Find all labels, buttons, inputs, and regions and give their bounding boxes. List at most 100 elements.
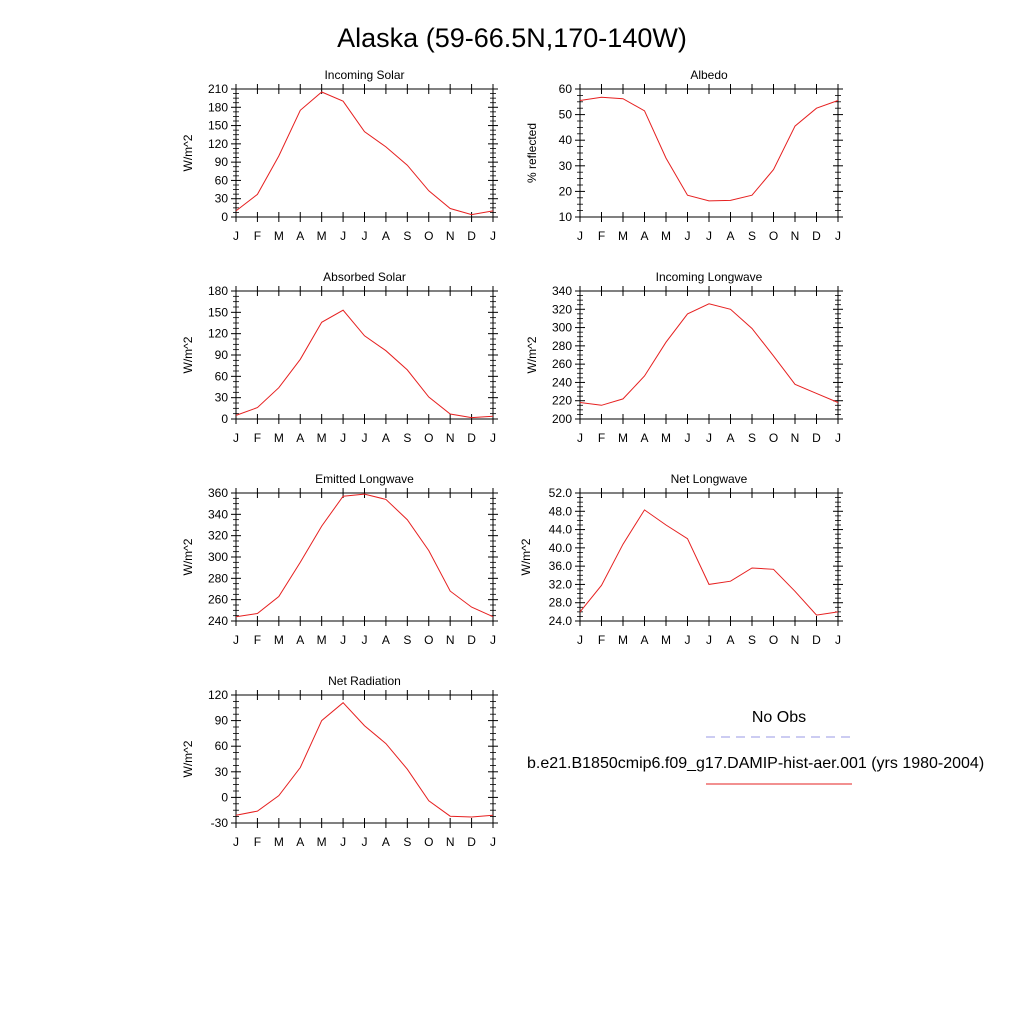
panel-title-incoming-longwave: Incoming Longwave: [656, 270, 763, 284]
x-tick-label-net-radiation: J: [490, 835, 496, 849]
y-axis-label-net-radiation: W/m^2: [181, 740, 195, 777]
y-tick-label-incoming-longwave: 200: [552, 412, 572, 426]
x-tick-label-net-longwave: J: [577, 633, 583, 647]
panel-title-absorbed-solar: Absorbed Solar: [323, 270, 406, 284]
y-tick-label-incoming-solar: 180: [208, 100, 228, 114]
y-tick-label-albedo: 50: [559, 108, 573, 122]
panel-frame-albedo: [579, 88, 839, 218]
x-tick-label-albedo: A: [640, 229, 648, 243]
y-tick-label-absorbed-solar: 90: [215, 348, 229, 362]
panel-emitted-longwave: Emitted Longwave W/m^2 240 260 280 300 320 340 3…: [181, 472, 498, 647]
x-tick-label-net-radiation: O: [424, 835, 433, 849]
x-tick-label-net-longwave: J: [835, 633, 841, 647]
y-tick-label-incoming-solar: 120: [208, 137, 228, 151]
x-tick-label-albedo: S: [748, 229, 756, 243]
series-line-emitted-longwave: [235, 493, 494, 618]
y-tick-label-albedo: 60: [559, 82, 573, 96]
x-tick-label-incoming-solar: D: [467, 229, 476, 243]
y-axis-label-absorbed-solar: W/m^2: [181, 336, 195, 373]
x-tick-label-net-radiation: J: [340, 835, 346, 849]
x-tick-label-incoming-solar: S: [403, 229, 411, 243]
x-tick-label-emitted-longwave: A: [296, 633, 304, 647]
panel-frame-incoming-solar: [235, 88, 494, 218]
x-tick-label-albedo: J: [706, 229, 712, 243]
x-tick-label-net-radiation: A: [296, 835, 304, 849]
panel-net-longwave: Net Longwave W/m^2 24.0 28.0 32.0 36.0 40.0 44.…: [519, 472, 843, 647]
y-tick-label-emitted-longwave: 280: [208, 571, 228, 585]
y-tick-label-net-radiation: 0: [221, 790, 228, 804]
y-tick-label-net-longwave: 28.0: [549, 596, 573, 610]
x-tick-label-emitted-longwave: A: [382, 633, 390, 647]
x-tick-label-incoming-longwave: J: [706, 431, 712, 445]
y-tick-label-incoming-solar: 30: [215, 192, 229, 206]
y-tick-label-incoming-longwave: 320: [552, 302, 572, 316]
x-tick-label-net-longwave: S: [748, 633, 756, 647]
x-tick-label-emitted-longwave: N: [446, 633, 455, 647]
legend-model-label: b.e21.B1850cmip6.f09_g17.DAMIP-hist-aer.…: [527, 755, 984, 772]
panel-title-emitted-longwave: Emitted Longwave: [315, 472, 414, 486]
x-tick-label-net-radiation: A: [382, 835, 390, 849]
x-tick-label-incoming-solar: N: [446, 229, 455, 243]
x-tick-label-incoming-longwave: J: [835, 431, 841, 445]
y-tick-label-net-radiation: 30: [215, 765, 229, 779]
x-tick-label-incoming-solar: M: [317, 229, 327, 243]
x-tick-label-absorbed-solar: D: [467, 431, 476, 445]
y-tick-label-absorbed-solar: 150: [208, 305, 228, 319]
x-tick-label-incoming-solar: J: [233, 229, 239, 243]
y-tick-label-net-longwave: 48.0: [549, 504, 573, 518]
x-tick-label-emitted-longwave: F: [254, 633, 261, 647]
panel-title-net-longwave: Net Longwave: [671, 472, 748, 486]
series-line-incoming-solar: [235, 91, 494, 216]
y-axis-label-incoming-solar: W/m^2: [181, 134, 195, 171]
x-tick-label-net-radiation: M: [317, 835, 327, 849]
y-tick-label-incoming-longwave: 260: [552, 357, 572, 371]
x-tick-label-incoming-solar: J: [362, 229, 368, 243]
x-tick-label-incoming-solar: M: [274, 229, 284, 243]
y-tick-label-albedo: 20: [559, 184, 573, 198]
x-tick-label-incoming-solar: F: [254, 229, 261, 243]
x-tick-label-absorbed-solar: J: [490, 431, 496, 445]
y-tick-label-net-longwave: 52.0: [549, 486, 573, 500]
x-tick-label-net-longwave: O: [769, 633, 778, 647]
y-tick-label-incoming-solar: 210: [208, 82, 228, 96]
x-tick-label-net-radiation: J: [362, 835, 368, 849]
series-line-incoming-longwave: [579, 303, 839, 406]
x-tick-label-incoming-longwave: D: [812, 431, 821, 445]
x-tick-label-albedo: A: [726, 229, 734, 243]
figure-title: Alaska (59-66.5N,170-140W): [337, 23, 687, 53]
x-tick-label-incoming-longwave: A: [640, 431, 648, 445]
y-tick-label-emitted-longwave: 320: [208, 529, 228, 543]
y-tick-label-net-longwave: 40.0: [549, 541, 573, 555]
x-tick-label-net-longwave: A: [640, 633, 648, 647]
x-tick-label-absorbed-solar: J: [340, 431, 346, 445]
x-tick-label-absorbed-solar: J: [362, 431, 368, 445]
x-tick-label-absorbed-solar: A: [296, 431, 304, 445]
x-tick-label-incoming-longwave: J: [685, 431, 691, 445]
x-tick-label-albedo: D: [812, 229, 821, 243]
x-tick-label-absorbed-solar: J: [233, 431, 239, 445]
x-tick-label-incoming-longwave: S: [748, 431, 756, 445]
y-tick-label-absorbed-solar: 60: [215, 369, 229, 383]
y-tick-label-net-radiation: 60: [215, 739, 229, 753]
x-tick-label-absorbed-solar: A: [382, 431, 390, 445]
panel-frame-absorbed-solar: [235, 290, 494, 420]
series-line-net-radiation: [235, 702, 494, 818]
x-tick-label-net-radiation: J: [233, 835, 239, 849]
y-tick-label-incoming-solar: 90: [215, 155, 229, 169]
panel-title-albedo: Albedo: [690, 68, 728, 82]
x-tick-label-albedo: O: [769, 229, 778, 243]
x-tick-label-net-longwave: D: [812, 633, 821, 647]
y-tick-label-albedo: 10: [559, 210, 573, 224]
x-tick-label-incoming-solar: A: [382, 229, 390, 243]
y-tick-label-albedo: 30: [559, 159, 573, 173]
y-tick-label-emitted-longwave: 300: [208, 550, 228, 564]
x-tick-label-emitted-longwave: D: [467, 633, 476, 647]
y-tick-label-absorbed-solar: 180: [208, 284, 228, 298]
x-tick-label-incoming-longwave: M: [618, 431, 628, 445]
legend-obs-label: No Obs: [752, 709, 806, 726]
x-tick-label-net-longwave: J: [685, 633, 691, 647]
x-tick-label-absorbed-solar: S: [403, 431, 411, 445]
panels-group: Incoming Solar W/m^2 0 30 60 90 120 150 180 210 J F…: [181, 68, 843, 849]
x-tick-label-incoming-solar: J: [340, 229, 346, 243]
